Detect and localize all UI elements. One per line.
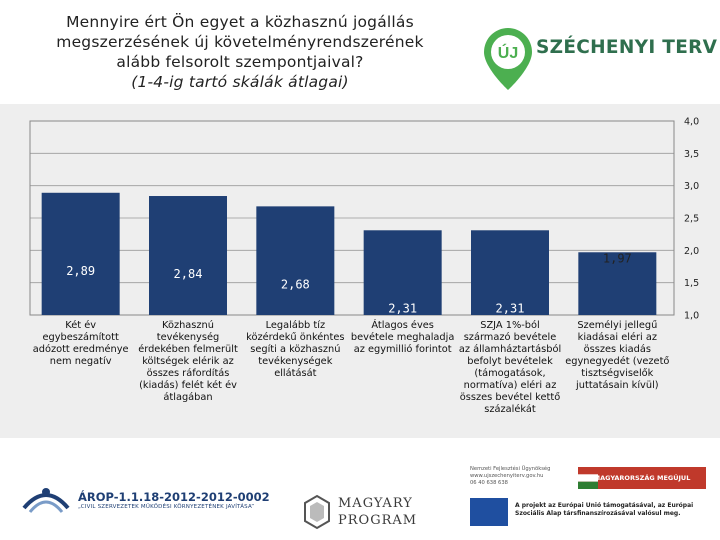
x-category-label: SZJA 1%-ból származó bevétele az államházt… [454, 320, 566, 416]
y-tick-label: 1,5 [684, 278, 699, 289]
category-line: juttatásain kívül) [576, 380, 659, 391]
category-line: SZJA 1%-ból [480, 320, 540, 331]
x-category-label: Legalább tíz közérdekű önkéntes segíti a k… [239, 320, 351, 380]
category-line: összes bevétel kettő [459, 392, 561, 403]
eu-flag-icon [470, 498, 508, 526]
category-line: százalékát [484, 404, 536, 415]
category-line: összes ráfordítás [146, 368, 230, 379]
plot-area [29, 120, 675, 316]
magyary-program-logo: MAGYARY PROGRAM [338, 495, 442, 529]
title-line-3: alább felsorolt szempontjaival? [116, 53, 364, 71]
value-label: 2,31 [388, 301, 417, 315]
x-category-label: Átlagos éves bevétele meghaladja az egymil… [347, 320, 459, 356]
bar [578, 252, 657, 315]
arop-subtitle: „CIVIL SZERVEZETEK MŰKÖDÉSI KÖRNYEZETÉNE… [78, 504, 255, 510]
x-category-label: Két év egybeszámított adózott eredménye nem… [25, 320, 137, 368]
category-line: segíti a közhasznú [250, 344, 341, 355]
category-line: tisztségviselők [581, 368, 654, 379]
y-tick-label: 2,0 [684, 246, 699, 257]
nfu-line: Nemzeti Fejlesztési Ügynökség [470, 466, 551, 472]
value-layer: 2,89 2,84 2,68 2,31 2,31 1,97 [66, 251, 632, 315]
category-line: tevékenység [156, 332, 220, 343]
category-line: ellátását [274, 368, 317, 379]
value-label: 2,31 [496, 301, 525, 315]
category-line: egynegyedét (vezető [565, 356, 670, 367]
category-line: Személyi jellegű [577, 320, 658, 331]
category-line: az egymillió forintot [353, 344, 452, 355]
y-tick-label: 4,0 [684, 117, 699, 128]
logo-badge: ÚJ [498, 43, 518, 62]
bar [471, 230, 549, 315]
chart-title: Mennyire ért Ön egyet a közhasznú jogáll… [20, 12, 460, 92]
category-line: kiadásai eléri az [577, 332, 657, 343]
category-line: Átlagos éves [371, 320, 434, 331]
y-tick-label: 3,5 [684, 149, 699, 160]
tick-layer: 4,0 3,5 3,0 2,5 2,0 1,5 1,0 [684, 117, 699, 322]
category-line: költségek elérik az [142, 356, 234, 367]
value-label: 2,89 [66, 264, 95, 278]
category-line: érdekében felmerült [138, 344, 238, 355]
x-category-label: Közhasznú tevékenység érdekében felmerült k… [132, 320, 244, 404]
bar [41, 192, 120, 315]
grid-layer [30, 120, 674, 316]
value-label: 2,84 [174, 267, 203, 281]
category-line: adózott eredménye [32, 344, 129, 355]
magyary-logo-icon [304, 494, 330, 530]
magyarorszag-megujul-badge: MAGYARORSZÁG MEGÚJUL [578, 467, 706, 489]
category-line: származó bevétele [463, 332, 557, 343]
nfu-line: 06 40 638 638 [470, 480, 508, 486]
y-tick-label: 3,0 [684, 181, 699, 192]
magyary-line-2: PROGRAM [338, 513, 418, 528]
bar-layer [41, 192, 657, 315]
category-line: egybeszámított [42, 332, 119, 343]
title-line-2: megszerzésének új követelményrendszeréne… [56, 33, 424, 51]
category-line: nem negatív [49, 356, 112, 367]
category-line: közérdekű önkéntes [246, 332, 345, 343]
category-line: Legalább tíz [265, 320, 326, 331]
szechenyi-logo: ÚJ [484, 28, 532, 90]
category-line: az államháztartásból [458, 344, 562, 355]
eu-support-text: A projekt az Európai Unió támogatásával,… [515, 502, 694, 517]
category-line: Két év [65, 320, 97, 331]
bar [256, 206, 335, 315]
value-label: 2,68 [281, 277, 310, 291]
title-subtitle: (1-4-ig tartó skálák átlagai) [131, 73, 349, 91]
footer [0, 438, 720, 540]
title-line-1: Mennyire ért Ön egyet a közhasznú jogáll… [66, 13, 414, 31]
category-line: átlagában [163, 392, 213, 403]
logo-text: SZÉCHENYI TERV [536, 37, 718, 58]
hungarian-flag-icon [578, 467, 598, 489]
value-label: 1,97 [603, 251, 632, 265]
category-line: tevékenységek [258, 356, 333, 367]
category-line: összes kiadás [583, 344, 651, 355]
y-tick-label: 1,0 [684, 311, 699, 322]
magyary-line-1: MAGYARY [338, 496, 413, 511]
bar [149, 196, 227, 315]
arop-title: ÁROP-1.1.18-2012-2012-0002 [78, 490, 270, 504]
category-line: Közhasznú [162, 320, 214, 331]
category-line: (kiadás) felét két év [139, 380, 237, 391]
y-tick-label: 2,5 [684, 214, 699, 225]
category-line: normatíva) eléri az [463, 380, 557, 391]
x-category-label: Személyi jellegű kiadásai eléri az összes … [561, 320, 673, 392]
category-line: befolyt bevételek [467, 356, 553, 367]
category-line: bevétele meghaladja [350, 332, 455, 343]
arop-logo-icon [22, 488, 70, 513]
nfu-info: Nemzeti Fejlesztési Ügynökség www.ujszec… [470, 466, 565, 487]
nfu-line: www.ujszechenyiterv.gov.hu [470, 473, 544, 479]
bar [363, 230, 442, 315]
category-line: (támogatások, [474, 368, 546, 379]
